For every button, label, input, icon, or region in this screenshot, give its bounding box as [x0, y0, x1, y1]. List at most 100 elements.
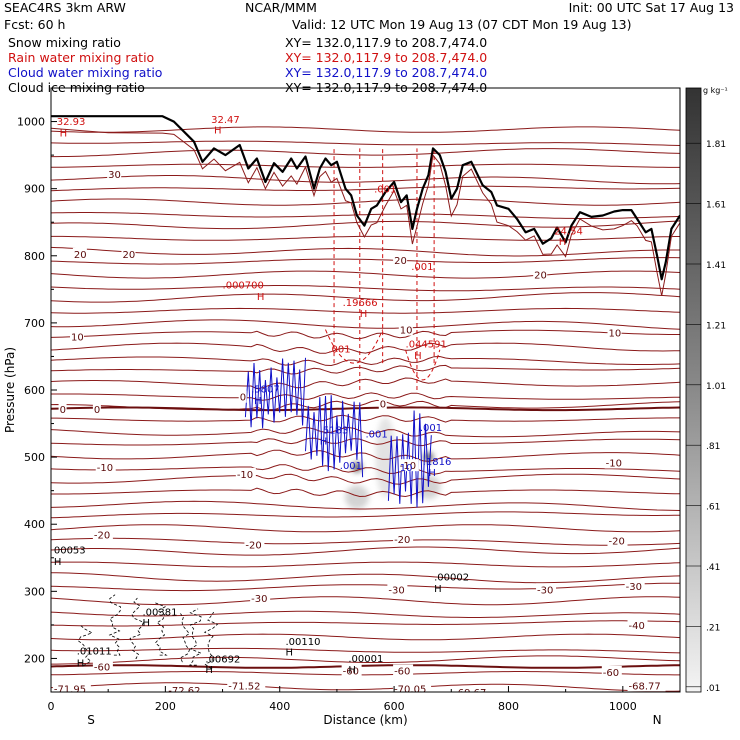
isotherm-label-bg — [607, 326, 622, 339]
isotherm-line — [51, 582, 680, 592]
isotherm-label: -72.62 — [168, 686, 200, 697]
isotherm-label: -70.05 — [394, 685, 426, 696]
isotherm-line — [51, 235, 680, 241]
extremum-label: .001 — [366, 430, 388, 441]
field-cloud-water-name: Cloud water mixing ratio — [8, 65, 163, 80]
extremum-label: H — [348, 665, 356, 676]
snow-halo — [375, 417, 396, 498]
isotherm-line — [51, 126, 680, 133]
isotherm-line — [51, 596, 680, 606]
field-rain-xy: XY= 132.0,117.9 to 208.7,474.0 — [285, 50, 488, 65]
extremum-label: H — [60, 128, 68, 139]
cloud-water-lower-block — [244, 357, 306, 429]
x-axis-label: Distance (km) — [323, 713, 407, 727]
isotherm-label-bg — [95, 461, 116, 474]
isotherm-label-bg — [107, 167, 122, 180]
isotherm-label-bg — [601, 665, 622, 678]
isotherm-line — [51, 292, 680, 303]
y-tick-label-500: 500 — [24, 451, 45, 464]
isotherm-label: -10 — [606, 458, 622, 469]
snow-core — [423, 452, 434, 463]
extremum-label: .19666 — [343, 298, 378, 309]
cloud-ice-contour — [154, 602, 168, 656]
isotherm-label-bg — [238, 390, 247, 403]
extremum-label: .001 — [340, 461, 362, 472]
isotherm-line — [51, 572, 680, 584]
colorbar-label: 1.21 — [706, 321, 726, 331]
x-tick-label-800: 800 — [498, 700, 519, 713]
colorbar: 1.81 1.61 1.41 1.21 1.01 .81 .61 .41 .21 .01 g kg… — [685, 86, 728, 694]
isotherm-line — [51, 487, 680, 498]
isotherm-label: -71.52 — [228, 681, 260, 692]
isotherm-label-bg — [92, 528, 113, 541]
isotherm-label-bg — [398, 323, 413, 336]
header-org: NCAR/MMM — [245, 0, 317, 15]
extremum-label: .001 — [328, 344, 350, 355]
colorbar-label: 1.81 — [706, 140, 726, 150]
isotherm-line — [51, 610, 680, 618]
isotherm-label-bg — [533, 268, 548, 281]
extremum-label: .01011 — [77, 646, 112, 657]
x-tick-label-400: 400 — [269, 700, 290, 713]
terrain-profile — [51, 115, 680, 296]
temperature-contours — [51, 126, 680, 692]
plot-frame — [50, 87, 681, 693]
isotherm-label: 10 — [71, 332, 84, 343]
isotherm-label: -30 — [388, 585, 404, 596]
isotherm-label: -30 — [251, 594, 267, 605]
header-init: Init: 00 UTC Sat 17 Aug 13 — [568, 0, 734, 15]
isotherm-label: -60 — [343, 667, 359, 678]
isotherm-label-bg — [92, 402, 101, 415]
rain-loop — [405, 349, 441, 381]
colorbar-label: 1.61 — [706, 201, 726, 211]
colorbar-label: .81 — [706, 442, 720, 452]
x-tick-label-600: 600 — [384, 700, 405, 713]
isotherm-line — [51, 449, 680, 462]
isotherm-line — [51, 655, 680, 665]
isotherm-label-bg — [227, 679, 266, 692]
isotherm-label: 0 — [380, 399, 386, 410]
y-tick-label-200: 200 — [24, 652, 45, 665]
snow-halo — [344, 485, 369, 510]
extremum-label: .001 — [420, 423, 442, 434]
isotherm-line — [51, 426, 680, 438]
isotherm-line — [51, 246, 680, 257]
header-project: SEAC4RS 3km ARW — [4, 0, 126, 15]
isotherm-label-bg — [393, 253, 408, 266]
extremum-label: H — [320, 436, 328, 447]
isotherm-line — [51, 377, 680, 390]
x-end-label-north: N — [653, 713, 662, 727]
extremum-label: .001 — [411, 262, 433, 273]
extremum-label: .00002 — [434, 573, 469, 584]
cloud-ice-contour — [129, 597, 145, 659]
isotherm-label-bg — [341, 664, 362, 677]
isotherm-label-bg — [627, 618, 648, 631]
isotherm-label-bg — [235, 467, 256, 480]
isotherm-line — [51, 163, 680, 168]
isotherm-label: -68.77 — [629, 681, 661, 692]
isotherm-line — [51, 671, 680, 676]
extremum-label: .5807 — [251, 385, 280, 396]
colorbar-label: .61 — [706, 503, 720, 513]
cloud-ice-contour — [179, 613, 190, 663]
field-snow-name: Snow mixing ratio — [8, 35, 121, 50]
near-surface-isotherm — [51, 127, 680, 296]
isotherm-label: 20 — [122, 250, 135, 261]
colorbar-label: .01 — [706, 684, 720, 694]
isotherm-line — [51, 524, 680, 533]
cloud-ice-contour — [203, 611, 219, 669]
isotherm-label-bg — [393, 682, 432, 692]
extremum-label: .00692 — [205, 654, 240, 665]
isotherm-label-bg — [244, 538, 265, 551]
isotherm-label: 10 — [400, 326, 413, 337]
isotherm-label: -69.67 — [454, 688, 486, 699]
extremum-label: 32.93 — [57, 117, 86, 128]
isotherm-label: -40 — [629, 621, 645, 632]
isotherm-line — [51, 464, 680, 475]
isotherm-bold-0 — [51, 406, 680, 412]
isotherm-line — [51, 561, 680, 568]
extremum-label: 32.47 — [211, 115, 240, 126]
isotherm-label-bg — [393, 532, 414, 545]
isotherm-label: -71.95 — [54, 685, 86, 696]
